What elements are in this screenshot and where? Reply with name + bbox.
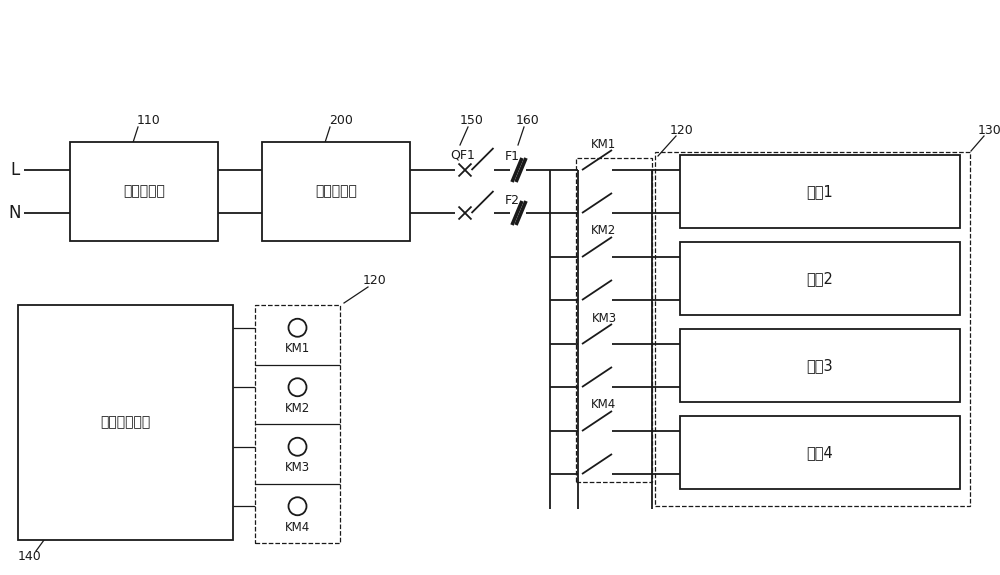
Bar — [680, 155, 960, 228]
Text: KM4: KM4 — [285, 521, 310, 534]
Bar — [262, 142, 410, 241]
Text: 130: 130 — [978, 124, 1000, 136]
Circle shape — [288, 319, 306, 337]
Bar — [680, 242, 960, 315]
Text: L: L — [10, 161, 20, 179]
Text: N: N — [9, 204, 21, 222]
Text: 150: 150 — [460, 114, 484, 128]
Text: 120: 120 — [670, 124, 694, 136]
Text: 负荷2: 负荷2 — [807, 271, 833, 286]
Text: KM3: KM3 — [591, 312, 617, 324]
Text: KM2: KM2 — [591, 224, 617, 237]
Circle shape — [288, 438, 306, 456]
Text: 被测电能表: 被测电能表 — [315, 185, 357, 198]
Text: 110: 110 — [137, 114, 161, 128]
Text: KM3: KM3 — [285, 461, 310, 474]
Text: 200: 200 — [329, 114, 353, 128]
Text: KM1: KM1 — [591, 137, 617, 151]
Bar — [70, 142, 218, 241]
Bar — [18, 305, 233, 540]
Text: KM2: KM2 — [285, 402, 310, 415]
Circle shape — [288, 378, 306, 396]
Text: KM4: KM4 — [591, 398, 617, 412]
Text: 标准电能表: 标准电能表 — [123, 185, 165, 198]
Text: 160: 160 — [516, 114, 540, 128]
Bar — [655, 152, 970, 506]
Text: 负载控制单元: 负载控制单元 — [100, 416, 151, 430]
Text: 120: 120 — [363, 274, 387, 286]
Bar — [680, 329, 960, 402]
Text: QF1: QF1 — [451, 148, 475, 162]
Text: 负荷4: 负荷4 — [807, 445, 833, 460]
Text: F2: F2 — [505, 194, 520, 206]
Text: 负荷1: 负荷1 — [807, 184, 833, 199]
Bar — [680, 416, 960, 489]
Text: 负荷3: 负荷3 — [807, 358, 833, 373]
Text: F1: F1 — [505, 151, 520, 163]
Bar — [576, 158, 652, 482]
Bar — [255, 305, 340, 543]
Circle shape — [288, 497, 306, 515]
Text: 140: 140 — [18, 550, 42, 564]
Text: KM1: KM1 — [285, 342, 310, 355]
